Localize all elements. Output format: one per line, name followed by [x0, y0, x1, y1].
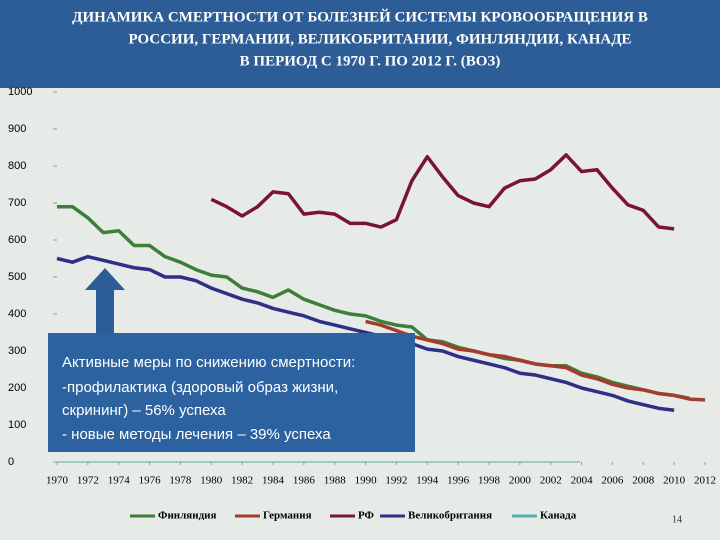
title-band [0, 0, 720, 88]
y-tick-label: 300 [8, 345, 26, 357]
chart-title: РОССИИ, ГЕРМАНИИ, ВЕЛИКОБРИТАНИИ, ФИНЛЯН… [128, 31, 631, 47]
x-tick-label: 1996 [447, 475, 470, 487]
x-tick-label: 1990 [355, 475, 378, 487]
x-tick-label: 2010 [663, 475, 686, 487]
legend-label: Канада [540, 510, 577, 522]
annotation: -профилактика (здоровый образ жизни, [62, 379, 338, 396]
series-line [57, 204, 690, 401]
y-tick-label: 900 [8, 123, 26, 135]
y-tick-label: 500 [8, 271, 26, 283]
y-tick-label: 1000 [8, 86, 32, 98]
y-tick-label: 200 [8, 382, 26, 394]
annotation: - новые методы лечения – 39% успеха [62, 426, 331, 443]
y-tick-label: 0 [8, 456, 14, 468]
x-tick-label: 1980 [200, 475, 223, 487]
x-tick-label: 1972 [77, 475, 99, 487]
page-number: 14 [672, 514, 682, 525]
legend-label: Великобритания [408, 510, 492, 522]
x-tick-label: 2006 [601, 475, 624, 487]
y-tick-label: 700 [8, 197, 26, 209]
annotation: скрининг) – 56% успеха [62, 402, 226, 419]
x-tick-label: 1970 [46, 475, 69, 487]
y-tick-label: 100 [8, 419, 26, 431]
chart-title: В ПЕРИОД С 1970 Г. ПО 2012 Г. (ВОЗ) [240, 53, 501, 69]
x-tick-label: 1974 [108, 475, 131, 487]
chart-title: ДИНАМИКА СМЕРТНОСТИ ОТ БОЛЕЗНЕЙ СИСТЕМЫ … [72, 8, 648, 25]
x-tick-label: 2004 [571, 475, 594, 487]
legend-label: Финляндия [158, 510, 216, 522]
x-tick-label: 1994 [416, 475, 439, 487]
x-tick-label: 1998 [478, 475, 501, 487]
y-tick-label: 800 [8, 160, 26, 172]
x-tick-label: 1986 [293, 475, 316, 487]
plot: 0 100 200 300 400 500 600 700 800 900 1000 1970 1972… [8, 86, 716, 487]
arrow [85, 268, 125, 333]
annotation: Активные меры по снижению смертности: [62, 354, 355, 371]
x-tick-label: 1976 [139, 475, 162, 487]
x-tick-label: 1982 [231, 475, 253, 487]
x-tick-label: 2002 [540, 475, 562, 487]
y-tick-label: 400 [8, 308, 26, 320]
x-tick-label: 2012 [694, 475, 716, 487]
x-tick-label: 1984 [262, 475, 285, 487]
x-tick-label: 1978 [169, 475, 192, 487]
series-line [210, 153, 675, 231]
series-line [365, 319, 706, 402]
x-tick-label: 1992 [385, 475, 407, 487]
legend-label: Германия [263, 510, 312, 522]
legend-label: РФ [358, 510, 375, 522]
x-tick-label: 1988 [324, 475, 347, 487]
x-tick-label: 2008 [632, 475, 655, 487]
series-line [56, 254, 675, 412]
x-tick-label: 2000 [509, 475, 532, 487]
y-tick-label: 600 [8, 234, 26, 246]
annotation-box [48, 333, 415, 452]
